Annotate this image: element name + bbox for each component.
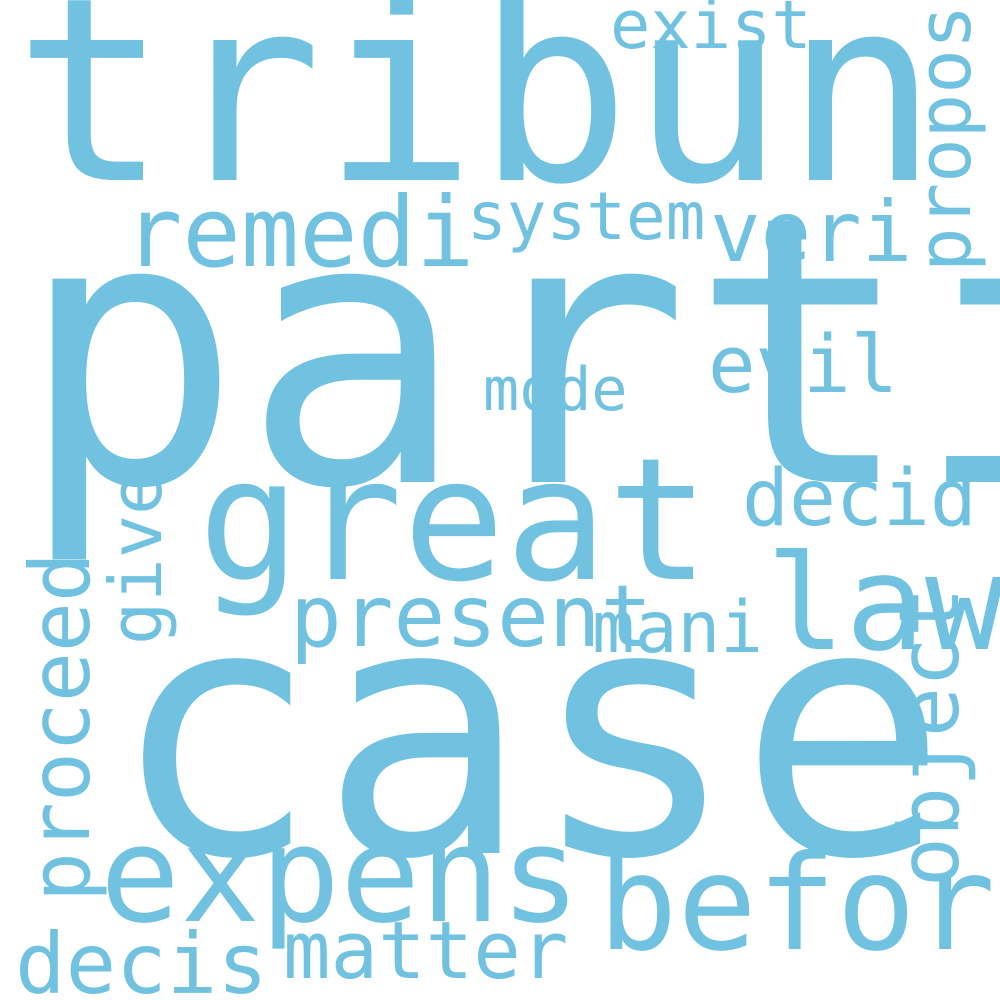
word-object: object [881,587,978,887]
word-tribun: tribun [14,0,939,241]
word-remedi: remedi [124,176,475,289]
word-decis: decis [15,915,268,1000]
word-matter: matter [283,905,569,997]
word-expens: expens [100,799,581,953]
word-parti: parti [18,137,1000,570]
word-befor: befor [598,827,996,981]
word-great: great [198,422,710,620]
word-mani: mani [592,586,763,669]
word-propos: propos [902,4,988,272]
word-evil: evil [708,319,899,411]
word-decid: decid [742,454,977,544]
word-case: case [110,531,949,936]
word-law: law [766,527,1000,681]
word-system: system [467,178,706,255]
word-veri: veri [710,183,913,281]
word-give: give [94,471,178,645]
word-exist: exist [610,0,812,64]
word-proceed: proceed [12,552,109,902]
word-present: present [290,567,653,667]
word-mode: mode [483,355,628,425]
